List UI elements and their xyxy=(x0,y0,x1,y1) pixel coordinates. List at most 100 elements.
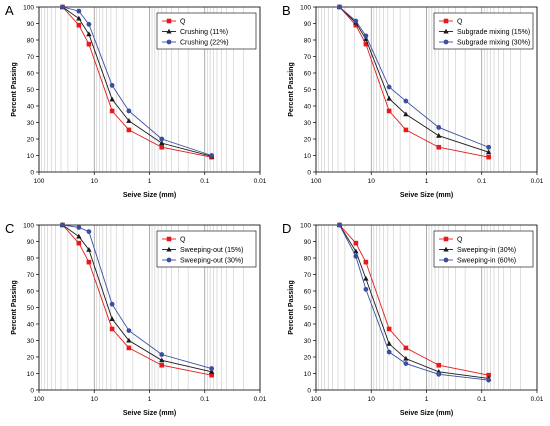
data-point-circle xyxy=(363,286,369,292)
y-tick-label: 10 xyxy=(27,153,35,160)
data-point-triangle xyxy=(159,140,165,146)
plot-frame xyxy=(315,224,538,391)
data-point-circle xyxy=(159,352,165,357)
data-point-circle xyxy=(363,33,369,39)
x-tick-label: 1 xyxy=(148,178,152,185)
y-tick-label: 50 xyxy=(27,305,35,312)
data-point-triangle xyxy=(126,337,132,343)
x-axis-title: Seive Size (mm) xyxy=(123,192,176,199)
data-point-square xyxy=(436,144,442,150)
data-point-triangle xyxy=(353,248,359,254)
data-point-square xyxy=(386,108,392,114)
data-point-circle xyxy=(486,144,492,150)
y-tick-label: 10 xyxy=(304,371,312,378)
y-tick-label: 20 xyxy=(27,136,35,143)
data-point-triangle xyxy=(386,95,392,101)
legend-entry: Q xyxy=(439,18,463,25)
data-point-circle xyxy=(337,222,342,228)
x-tick-label: 1 xyxy=(425,396,429,403)
y-tick-label: 60 xyxy=(304,288,312,295)
data-point-circle xyxy=(76,8,82,14)
data-point-square xyxy=(126,127,132,133)
data-point-circle xyxy=(403,361,409,366)
legend-label: Crushing (22%) xyxy=(180,39,229,46)
plot-frame xyxy=(38,6,261,173)
y-axis-title: Percent Passing xyxy=(288,280,295,334)
y-tick-label: 70 xyxy=(304,272,312,279)
x-tick-label: 100 xyxy=(311,396,322,403)
data-point-circle xyxy=(353,253,359,259)
data-point-triangle xyxy=(159,357,165,363)
y-tick-label: 50 xyxy=(304,87,312,94)
legend-entry: Q xyxy=(439,236,463,243)
panel-label: B xyxy=(282,3,291,18)
legend-label: Sweeping-out (15%) xyxy=(180,247,243,254)
data-point-square xyxy=(436,362,442,368)
x-tick-label: 0.1 xyxy=(200,396,209,403)
legend: Q Crushing (11%) Crushing (22%) xyxy=(156,12,257,50)
legend-entry: Sweeping-out (30%) xyxy=(162,257,243,264)
chart-panel-c: 0 10 20 30 40 50 60 70 80 90 100 100 10 1 0.1 0.01 Seive… xyxy=(5,221,267,417)
x-tick-label: 100 xyxy=(311,178,322,185)
y-tick-label: 70 xyxy=(304,54,312,61)
data-point-triangle xyxy=(403,355,409,361)
legend-label: Sweeping-out (30%) xyxy=(180,257,243,264)
data-point-square xyxy=(403,127,409,133)
data-point-square xyxy=(166,236,172,242)
data-point-triangle xyxy=(126,118,132,123)
data-point-triangle xyxy=(443,28,449,34)
data-point-circle xyxy=(486,377,492,383)
data-point-circle xyxy=(86,21,92,27)
x-axis-title: Seive Size (mm) xyxy=(400,192,453,199)
panel-label: C xyxy=(5,221,14,236)
data-point-square xyxy=(386,326,392,332)
x-tick-label: 0.01 xyxy=(254,396,267,403)
y-tick-label: 90 xyxy=(27,21,35,28)
y-axis-title: Percent Passing xyxy=(288,62,295,116)
series-3 xyxy=(60,4,215,158)
data-point-triangle xyxy=(109,316,115,322)
data-point-circle xyxy=(126,328,132,333)
y-tick-label: 100 xyxy=(300,222,311,229)
x-tick-label: 10 xyxy=(368,396,376,403)
series-3 xyxy=(60,222,215,371)
legend-label: Q xyxy=(180,236,186,243)
legend-label: Subgrade mixing (30%) xyxy=(457,39,530,46)
legend-box xyxy=(433,230,534,268)
data-point-square xyxy=(166,18,172,24)
panel-label: D xyxy=(282,221,291,236)
y-tick-label: 40 xyxy=(304,321,312,328)
y-tick-label: 40 xyxy=(27,103,35,110)
data-point-triangle xyxy=(386,341,392,346)
legend-entry: Subgrade mixing (30%) xyxy=(439,39,530,46)
x-tick-label: 0.1 xyxy=(477,396,486,403)
plot-frame xyxy=(38,224,261,391)
y-tick-label: 80 xyxy=(304,37,312,44)
x-tick-label: 0.01 xyxy=(531,178,544,185)
legend-entry: Q xyxy=(162,236,186,243)
data-point-square xyxy=(403,345,409,351)
data-point-circle xyxy=(443,39,449,45)
legend-label: Subgrade mixing (15%) xyxy=(457,29,530,36)
data-point-square xyxy=(109,108,115,114)
legend: Q Sweeping-out (15%) Sweeping-out (30%) xyxy=(156,230,257,268)
legend-box xyxy=(156,12,257,50)
y-tick-label: 30 xyxy=(304,120,312,127)
legend-entry: Sweeping-in (60%) xyxy=(439,257,516,264)
legend-label: Crushing (11%) xyxy=(180,29,228,36)
x-tick-label: 10 xyxy=(91,396,99,403)
data-point-circle xyxy=(209,366,215,371)
y-tick-label: 60 xyxy=(304,70,312,77)
data-point-triangle xyxy=(485,149,492,155)
chart-panel-a: 0 10 20 30 40 50 60 70 80 90 100 100 10 1 0.1 0.01 Seive… xyxy=(5,3,267,199)
y-tick-label: 0 xyxy=(307,169,311,176)
data-point-square xyxy=(443,236,449,242)
data-point-triangle xyxy=(86,31,92,37)
y-tick-label: 0 xyxy=(307,387,311,394)
y-tick-label: 20 xyxy=(304,136,312,143)
legend-entry: Sweeping-in (30%) xyxy=(439,246,516,254)
chart-panel-b: 0 10 20 30 40 50 60 70 80 90 100 100 10 1 0.1 0.01 Seive… xyxy=(282,3,544,199)
x-tick-label: 100 xyxy=(34,178,45,185)
y-tick-label: 10 xyxy=(27,371,35,378)
y-tick-label: 60 xyxy=(27,70,35,77)
